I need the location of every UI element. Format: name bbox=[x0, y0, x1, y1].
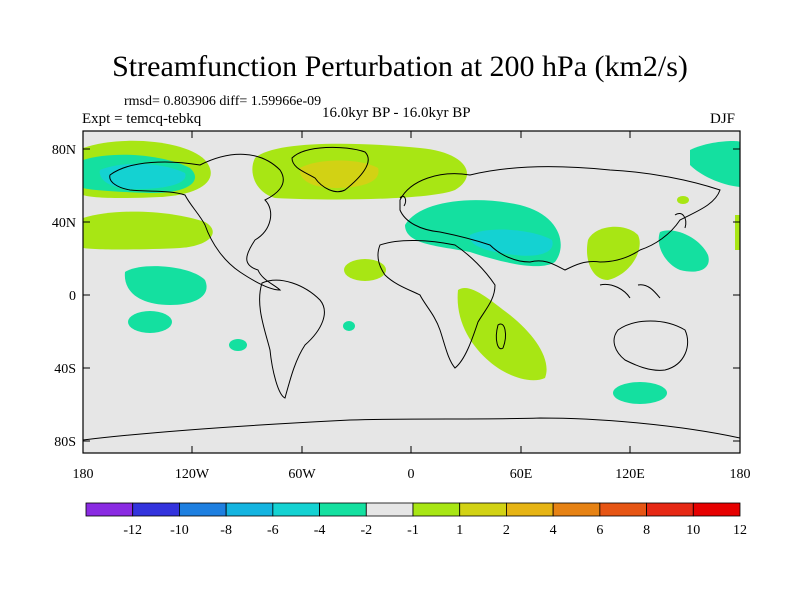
lon-label-180w: 180 bbox=[73, 467, 94, 482]
coastlines bbox=[83, 146, 740, 441]
africa-outline bbox=[377, 239, 496, 369]
colorbar-label: -2 bbox=[360, 523, 372, 538]
contour-eurasia-core bbox=[469, 229, 553, 256]
contour-nepacific bbox=[690, 140, 740, 187]
contour-satlantic bbox=[343, 321, 355, 331]
colorbar-swatch-2 bbox=[179, 502, 227, 517]
contour-small-positive bbox=[677, 196, 689, 204]
colorbar-swatch-3 bbox=[225, 502, 274, 517]
colorbar-swatch-5 bbox=[319, 502, 367, 517]
colorbar-label: -10 bbox=[170, 523, 189, 538]
lon-label-120e: 120E bbox=[615, 467, 645, 482]
eurasia-outline bbox=[399, 166, 721, 271]
lat-label-80n: 80N bbox=[52, 143, 76, 158]
colorbar-swatch-0 bbox=[85, 502, 134, 517]
contour-npacific-core bbox=[99, 163, 186, 190]
colorbar-swatch-12 bbox=[646, 502, 694, 517]
contour-arctic-core bbox=[299, 160, 379, 188]
colorbar-swatch-6 bbox=[365, 502, 414, 517]
antarctica-outline bbox=[83, 417, 740, 441]
colorbar-label: -12 bbox=[123, 523, 142, 538]
lon-label-0: 0 bbox=[408, 467, 415, 482]
contour-seasia bbox=[586, 226, 640, 280]
lon-ticks bbox=[82, 131, 741, 453]
colorbar-label: -4 bbox=[314, 523, 326, 538]
lon-label-120w: 120W bbox=[175, 467, 210, 482]
colorbar-label: 1 bbox=[456, 523, 463, 538]
contour-spacific-2 bbox=[229, 339, 247, 351]
lat-label-0: 0 bbox=[69, 289, 76, 304]
australia-outline bbox=[613, 320, 689, 371]
japan-outline bbox=[674, 213, 687, 229]
colorbar-label: 10 bbox=[686, 523, 700, 538]
lat-label-40n: 40N bbox=[52, 216, 76, 231]
contour-africa-indian bbox=[457, 288, 547, 381]
uk-outline bbox=[399, 195, 407, 207]
colorbar-label: 2 bbox=[503, 523, 510, 538]
colorbar-label: -1 bbox=[407, 523, 419, 538]
contour-tropical-pacific bbox=[124, 266, 207, 305]
contour-spacific-1 bbox=[128, 311, 172, 333]
colorbar-swatch-8 bbox=[459, 502, 507, 517]
south-america-outline bbox=[259, 279, 325, 399]
north-america-outline bbox=[109, 153, 284, 291]
lon-label-60e: 60E bbox=[510, 467, 533, 482]
contour-wpacific bbox=[658, 230, 709, 272]
contour-saustralia bbox=[613, 382, 667, 404]
colorbar-label: 8 bbox=[643, 523, 650, 538]
colorbar-swatch-11 bbox=[599, 502, 647, 517]
colorbar-label: 4 bbox=[550, 523, 557, 538]
colorbar-swatch-9 bbox=[506, 502, 554, 517]
greenland-outline bbox=[291, 146, 369, 193]
colorbar-swatch-4 bbox=[272, 502, 320, 517]
contour-layer bbox=[83, 140, 740, 441]
indonesia-outline bbox=[599, 283, 661, 299]
contour-pacific-band bbox=[83, 211, 213, 250]
lat-label-80s: 80S bbox=[54, 435, 76, 450]
colorbar-swatch-7 bbox=[412, 502, 461, 517]
colorbar: -12 -10 -8 -6 -4 -2 -1 1 2 4 6 8 10 12 bbox=[85, 502, 747, 538]
map-title: Streamfunction Perturbation at 200 hPa (… bbox=[112, 50, 688, 83]
contour-atlantic bbox=[344, 259, 386, 281]
colorbar-label: -6 bbox=[267, 523, 279, 538]
colorbar-swatch-10 bbox=[552, 502, 601, 517]
lon-label-60w: 60W bbox=[288, 467, 316, 482]
lat-ticks bbox=[83, 148, 740, 442]
season-label: DJF bbox=[710, 111, 736, 127]
lon-label-180e: 180 bbox=[730, 467, 751, 482]
experiment-label: Expt = temcq-tebkq bbox=[82, 111, 202, 127]
colorbar-swatch-13 bbox=[692, 502, 741, 517]
colorbar-label: -8 bbox=[220, 523, 232, 538]
lat-label-40s: 40S bbox=[54, 362, 76, 377]
contour-right-edge bbox=[735, 215, 740, 250]
colorbar-label: 6 bbox=[596, 523, 603, 538]
colorbar-swatch-1 bbox=[132, 502, 180, 517]
madagascar-outline bbox=[495, 323, 506, 350]
period-label: 16.0kyr BP - 16.0kyr BP bbox=[322, 105, 471, 121]
rmsd-stats: rmsd= 0.803906 diff= 1.59966e-09 bbox=[124, 94, 322, 109]
colorbar-label: 12 bbox=[733, 523, 747, 538]
